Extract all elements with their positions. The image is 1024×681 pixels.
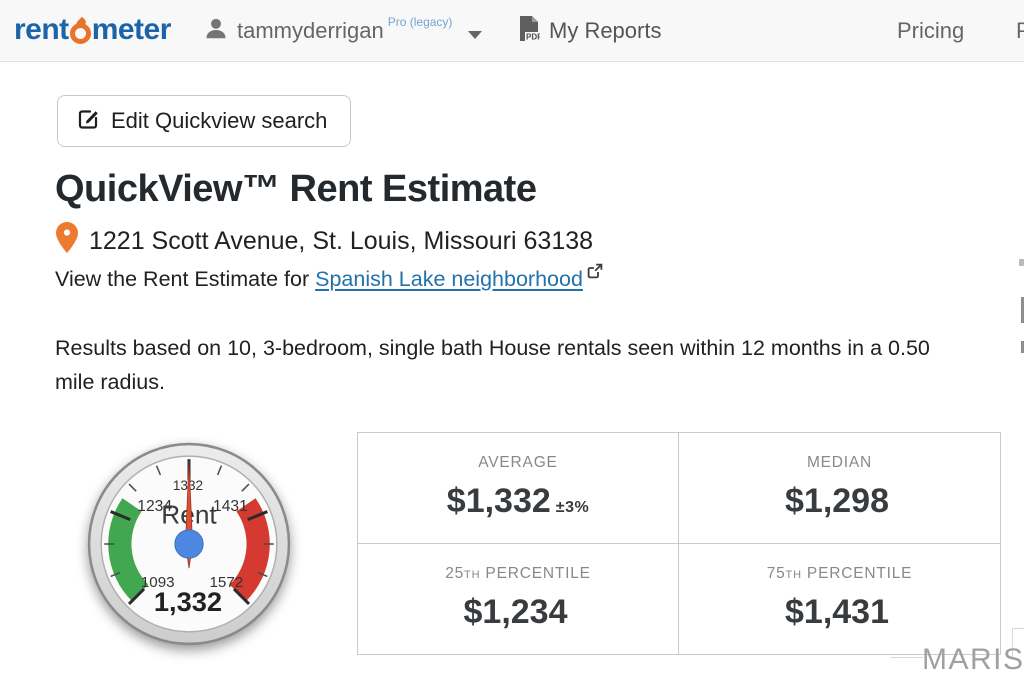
gauge-green-zone xyxy=(108,498,149,602)
my-reports-link[interactable]: PDF My Reports xyxy=(518,0,661,62)
stat-median-label: MEDIAN xyxy=(806,454,873,471)
edit-quickview-search-button[interactable]: Edit Quickview search xyxy=(57,95,352,147)
watermark-line xyxy=(1012,628,1024,629)
gauge-red-zone xyxy=(229,498,270,602)
stat-median-value: $1,298 xyxy=(785,482,889,520)
watermark-line xyxy=(1012,628,1013,658)
clipped-edge-fragment xyxy=(1021,341,1024,353)
gauge-minor-ticks xyxy=(104,465,274,578)
watermark-line xyxy=(890,657,923,658)
gauge-hub xyxy=(174,529,204,559)
maris-watermark: MARIS xyxy=(922,643,1024,676)
gauge-current-value: 1,332 xyxy=(154,586,222,617)
svg-text:PDF: PDF xyxy=(526,32,540,41)
neighborhood-link[interactable]: Spanish Lake neighborhood xyxy=(315,267,583,291)
logo-text-right: meter xyxy=(91,13,172,46)
stat-average-label: AVERAGE xyxy=(478,454,558,471)
stat-75th-percentile: 75th PERCENTILE $1,431 xyxy=(679,544,1000,655)
plan-badge: Pro (legacy) xyxy=(387,15,453,29)
logo-text-left: rent xyxy=(14,13,69,46)
stat-median: MEDIAN $1,298 xyxy=(679,433,1000,544)
clipped-nav-item[interactable]: P xyxy=(1016,0,1024,62)
address-text: 1221 Scott Avenue, St. Louis, Missouri 6… xyxy=(89,226,594,255)
stat-75th-value: $1,431 xyxy=(785,592,889,631)
my-reports-label: My Reports xyxy=(549,18,662,43)
gauge-min-label: 1093 xyxy=(141,574,175,591)
pricing-label: Pricing xyxy=(897,18,965,43)
page-title: QuickView™ Rent Estimate xyxy=(55,168,537,210)
clipped-edge-fragment xyxy=(1019,259,1024,266)
pdf-file-icon: PDF xyxy=(518,15,542,48)
stat-average-confidence: ±3% xyxy=(555,499,590,516)
external-link-icon xyxy=(587,260,603,285)
username-label: tammyderrigan xyxy=(237,18,384,43)
stat-75th-label: 75th PERCENTILE xyxy=(766,564,913,582)
stat-average: AVERAGE $1,332 ±3% xyxy=(358,433,679,544)
subject-address: 1221 Scott Avenue, St. Louis, Missouri 6… xyxy=(56,222,593,260)
flame-o-icon xyxy=(69,22,91,44)
stat-25th-value: $1,234 xyxy=(463,592,568,631)
user-icon xyxy=(203,16,229,47)
results-summary: Results based on 10, 3-bedroom, single b… xyxy=(55,336,930,394)
map-pin-icon xyxy=(56,222,78,260)
rent-stats-table: AVERAGE $1,332 ±3% MEDIAN $1,298 25th PER… xyxy=(357,432,1001,655)
gauge-upper-quartile-label: 1431 xyxy=(213,498,248,515)
gauge-lower-quartile-label: 1234 xyxy=(137,498,172,515)
top-navbar: rent meter tammyderrigan Pro (legacy) PDF… xyxy=(0,0,1024,62)
neighborhood-line: View the Rent Estimate for Spanish Lake … xyxy=(55,263,603,292)
edit-button-label: Edit Quickview search xyxy=(111,108,328,133)
rentometer-logo[interactable]: rent meter xyxy=(14,13,171,47)
clipped-edge-fragment xyxy=(1021,297,1024,323)
rent-gauge: 1332 1234 1431 Rent 1093 1572 1,332 xyxy=(87,442,291,646)
stat-25th-percentile: 25th PERCENTILE $1,234 xyxy=(358,543,679,654)
user-account-menu[interactable]: tammyderrigan Pro (legacy) xyxy=(203,0,483,62)
pricing-link[interactable]: Pricing xyxy=(897,0,964,62)
chevron-down-icon xyxy=(468,31,483,39)
edit-pencil-icon xyxy=(77,107,100,136)
neighborhood-prefix: View the Rent Estimate for xyxy=(55,267,316,291)
stat-25th-label: 25th PERCENTILE xyxy=(445,564,591,582)
stat-average-value: $1,332 ±3% xyxy=(446,482,590,520)
clipped-nav-label: P xyxy=(1016,18,1024,43)
gauge-max-label: 1572 xyxy=(210,574,244,591)
